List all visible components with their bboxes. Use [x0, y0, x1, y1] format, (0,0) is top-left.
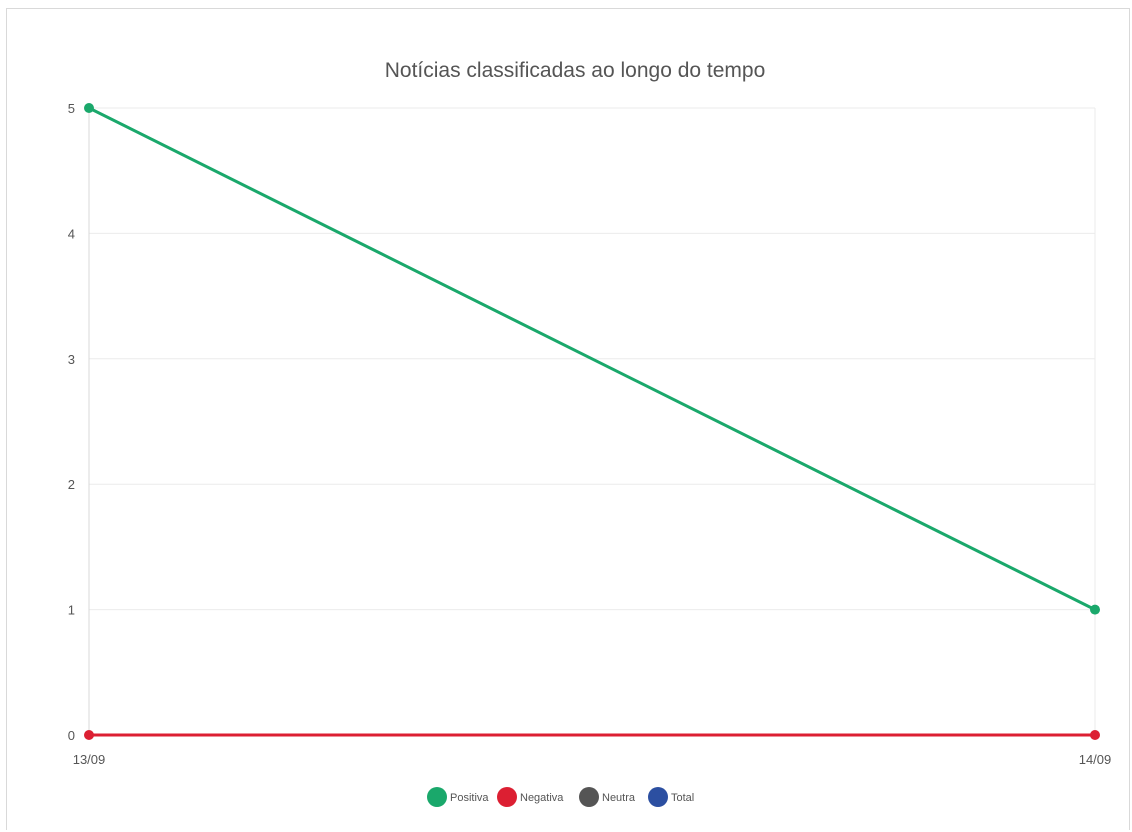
legend-label-neutra: Neutra: [602, 792, 636, 804]
data-point-positiva: [84, 103, 94, 113]
y-tick-label: 4: [68, 226, 75, 241]
legend-marker-positiva: [427, 787, 447, 807]
legend-label-positiva: Positiva: [450, 792, 489, 804]
legend-marker-neutra: [579, 787, 599, 807]
y-tick-label: 2: [68, 477, 75, 492]
y-tick-label: 0: [68, 728, 75, 743]
y-axis-ticks: 0 1 2 3 4 5: [68, 101, 75, 743]
series-line-positiva: [88, 106, 1096, 611]
legend-label-negativa: Negativa: [520, 792, 564, 804]
y-tick-label: 3: [68, 352, 75, 367]
legend-marker-total: [648, 787, 668, 807]
data-point-negativa: [84, 730, 94, 740]
legend: Positiva Negativa Neutra Total: [427, 787, 694, 807]
chart-title: Notícias classificadas ao longo do tempo: [385, 59, 766, 82]
grid-lines: [89, 107, 1095, 736]
data-point-negativa: [1090, 730, 1100, 740]
legend-label-total: Total: [671, 792, 694, 804]
chart-card: [6, 8, 1130, 830]
x-tick-label: 14/09: [1079, 752, 1112, 767]
x-tick-label: 13/09: [73, 752, 106, 767]
series-group: [84, 103, 1100, 740]
y-tick-label: 1: [68, 603, 75, 618]
y-tick-label: 5: [68, 101, 75, 116]
x-axis-ticks: 13/09 14/09: [73, 752, 1112, 767]
legend-marker-negativa: [497, 787, 517, 807]
axes: [88, 108, 1096, 735]
data-point-positiva: [1090, 604, 1100, 615]
